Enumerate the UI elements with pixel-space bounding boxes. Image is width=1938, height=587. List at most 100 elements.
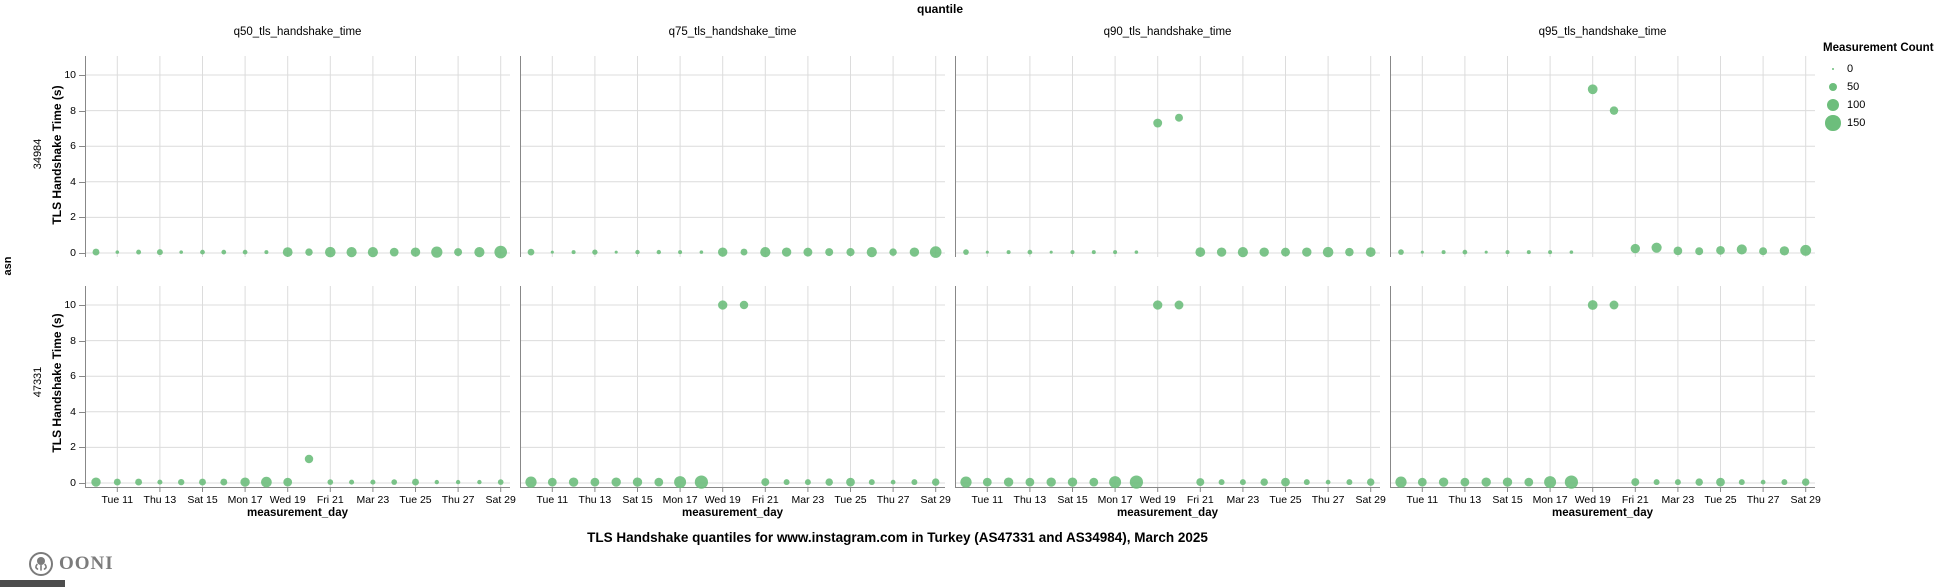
y-tick-label: 8	[70, 334, 76, 347]
data-point	[1346, 479, 1353, 486]
data-point	[656, 249, 661, 255]
data-point	[783, 479, 790, 486]
data-point	[1091, 250, 1096, 255]
data-point	[497, 479, 504, 485]
legend-item: 150	[1823, 114, 1935, 132]
data-point	[678, 250, 683, 255]
data-point	[1524, 477, 1534, 487]
data-point	[1759, 247, 1768, 256]
ooni-octopus-icon	[29, 552, 53, 576]
data-point	[305, 248, 313, 256]
data-point	[1025, 477, 1035, 487]
data-point	[261, 476, 272, 488]
y-tick-label: 6	[70, 140, 76, 153]
data-point	[1239, 479, 1246, 486]
legend-bubble-icon	[1826, 98, 1840, 112]
data-point	[825, 478, 833, 486]
data-point	[592, 249, 598, 255]
data-point	[367, 247, 378, 258]
data-point	[1216, 247, 1227, 257]
data-point	[494, 245, 508, 259]
data-point	[761, 478, 770, 487]
data-point	[389, 247, 399, 257]
data-point	[960, 476, 972, 488]
legend-bubble-icon	[1831, 67, 1835, 71]
facet-row-header: asn	[2, 256, 14, 276]
data-point	[547, 477, 557, 487]
y-tick-label: 4	[70, 405, 76, 418]
data-point	[982, 477, 992, 487]
data-point	[699, 250, 704, 254]
data-point	[866, 247, 877, 258]
panel-34984-q75_tls_handshake_time	[520, 56, 945, 258]
x-tick-label: Thu 27	[876, 494, 910, 506]
x-tick-label: Thu 13	[578, 494, 612, 506]
y-axis-tick	[79, 181, 85, 183]
x-tick-label: Sat 15	[1057, 494, 1088, 506]
ooni-logo-text: OONI	[59, 553, 114, 574]
data-point	[477, 479, 482, 485]
data-point	[1070, 250, 1075, 255]
data-point	[1134, 250, 1139, 254]
data-point	[1153, 118, 1163, 128]
data-point	[739, 300, 749, 310]
data-point	[115, 250, 120, 254]
data-point	[240, 477, 250, 487]
data-point	[1587, 300, 1598, 310]
x-tick-label: Mon 17	[227, 494, 263, 506]
data-point	[1781, 479, 1788, 486]
data-point	[1366, 478, 1375, 486]
x-axis-title: measurement_day	[1117, 507, 1218, 519]
x-tick-label: Thu 13	[143, 494, 177, 506]
y-axis-tick	[79, 447, 85, 449]
x-tick-label: Mar 23	[1226, 494, 1260, 506]
y-axis-tick	[79, 253, 85, 254]
x-axis-title: measurement_day	[682, 507, 783, 519]
legend-label: 50	[1847, 81, 1860, 93]
data-point	[1695, 478, 1703, 486]
data-point	[91, 477, 101, 487]
data-point	[1587, 84, 1598, 95]
data-point	[1438, 477, 1449, 487]
x-tick-label: Tue 11	[101, 494, 134, 506]
chart-title: TLS Handshake quantiles for www.instagra…	[587, 530, 1208, 545]
data-point	[283, 477, 293, 487]
data-point	[1460, 477, 1470, 487]
y-axis-tick	[79, 483, 85, 484]
data-point	[242, 249, 248, 255]
data-point	[846, 248, 855, 257]
data-point	[1505, 250, 1510, 255]
data-point	[282, 247, 293, 257]
data-point	[1027, 249, 1033, 255]
data-point	[781, 247, 792, 257]
x-tick-label: Sat 29	[1790, 494, 1821, 506]
panel-47331-q95_tls_handshake_time	[1390, 286, 1815, 492]
ooni-logo: OONI	[28, 551, 114, 577]
data-point	[264, 250, 269, 255]
data-point	[985, 250, 989, 254]
y-tick-label: 4	[70, 175, 76, 188]
data-point	[135, 478, 143, 486]
data-point	[525, 476, 537, 488]
data-point	[911, 479, 918, 486]
data-point	[740, 248, 748, 256]
x-tick-label: Thu 27	[1311, 494, 1345, 506]
panel-47331-q75_tls_handshake_time	[520, 286, 945, 492]
y-tick-label: 0	[70, 247, 76, 259]
y-tick-label: 2	[70, 441, 76, 454]
data-point	[370, 479, 376, 485]
data-point	[1801, 478, 1810, 486]
x-tick-label: Fri 21	[316, 494, 344, 506]
data-point	[1481, 477, 1491, 487]
x-tick-label: Mar 23	[791, 494, 825, 506]
y-tick-label: 10	[64, 69, 76, 81]
x-tick-label: Mar 23	[1661, 494, 1695, 506]
x-tick-label: Tue 11	[1406, 494, 1439, 506]
x-tick-label: Tue 11	[971, 494, 1004, 506]
data-point	[611, 477, 621, 487]
x-axis-title: measurement_day	[1552, 507, 1653, 519]
data-point	[325, 246, 336, 258]
y-axis-tick	[79, 340, 85, 342]
data-point	[890, 479, 896, 485]
data-point	[846, 477, 855, 487]
